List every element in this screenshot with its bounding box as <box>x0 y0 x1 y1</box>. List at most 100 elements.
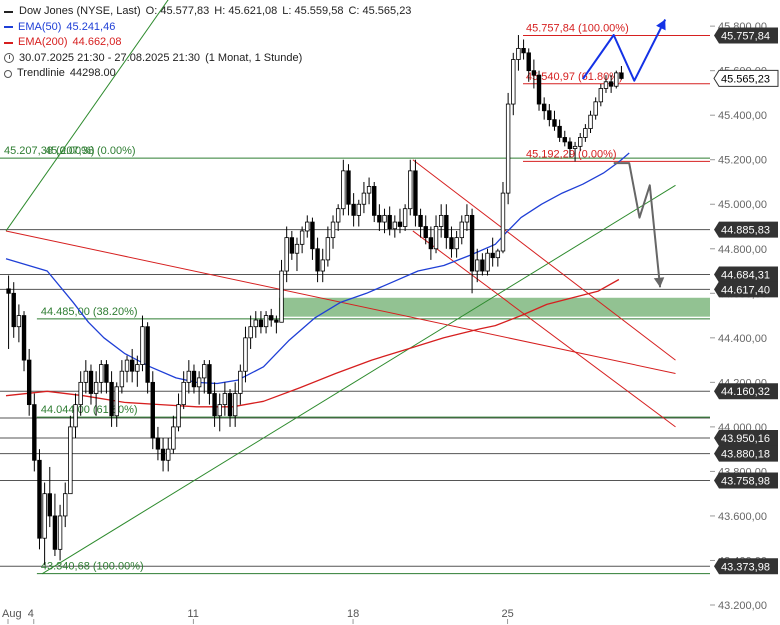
candle-body <box>42 493 47 539</box>
candle <box>464 204 470 231</box>
scenario-arrow-blue <box>581 19 667 82</box>
candle <box>263 311 269 334</box>
x-axis: Aug 4 11 18 25 <box>2 608 514 624</box>
candle <box>207 360 212 405</box>
fib-red-label: 45.540,97 (61.80%) <box>526 71 623 83</box>
candle-body <box>320 259 325 272</box>
candle-body <box>63 493 68 517</box>
price-tag: 45.565,23 <box>713 69 779 87</box>
candle-body <box>413 170 418 216</box>
candle-body <box>129 359 135 372</box>
candle-body <box>377 214 382 223</box>
price-tag: 43.950,16 <box>714 429 778 446</box>
candle <box>603 75 609 93</box>
price-tag-label: 43.758,98 <box>721 476 770 488</box>
candle-body <box>11 292 16 328</box>
price-tag: 44.684,31 <box>714 266 778 283</box>
candle-body <box>315 248 320 272</box>
candle <box>346 164 351 216</box>
candle <box>93 371 99 416</box>
candle <box>325 226 331 267</box>
candle-body <box>186 370 192 383</box>
candle <box>438 204 444 238</box>
candle <box>516 35 521 71</box>
price-tag: 43.373,98 <box>714 558 778 575</box>
ema50-swatch <box>4 26 13 29</box>
candle <box>166 438 171 472</box>
candle <box>588 110 593 133</box>
candle <box>423 215 428 245</box>
candle <box>232 382 238 427</box>
candle-body <box>402 208 408 227</box>
candle <box>248 315 253 349</box>
candle-body <box>202 364 207 379</box>
candle <box>202 360 207 394</box>
price-tags: 45.757,84 45.565,23 44.885,83 44.684,31 44.6… <box>713 27 779 575</box>
legend-title: Dow Jones (NYSE, Last) <box>19 5 141 17</box>
candle <box>500 181 506 254</box>
candle-body <box>511 59 516 105</box>
candle <box>330 215 336 249</box>
candle-body <box>289 237 295 254</box>
candle-body <box>207 364 212 394</box>
trendline-channel-top <box>412 159 676 361</box>
candle <box>160 438 166 472</box>
candle <box>315 237 320 283</box>
candle <box>140 315 145 372</box>
candle <box>32 393 37 472</box>
candle-body <box>490 252 495 259</box>
candle-body <box>485 252 490 272</box>
candle <box>526 48 531 82</box>
candle-body <box>155 437 161 450</box>
candle <box>413 159 418 227</box>
candle-body <box>57 515 63 550</box>
candle <box>320 248 325 283</box>
price-tag-box <box>714 558 778 575</box>
y-axis: 43.200,0043.400,0043.600,0043.800,0044.0… <box>710 21 767 612</box>
candle <box>155 426 161 461</box>
candle <box>299 226 305 254</box>
legend-period: 30.07.2025 21:30 - 27.08.2025 21:30 <box>19 51 201 64</box>
x-tick-label: 18 <box>347 608 359 620</box>
candle <box>129 348 135 383</box>
candle-body <box>26 359 32 406</box>
legend-trendline-value: 44298.00 <box>69 67 116 79</box>
trendline-icon <box>4 69 12 78</box>
candle-body <box>438 214 444 227</box>
candle <box>366 177 372 205</box>
candle <box>469 208 475 294</box>
candle-body <box>150 381 155 439</box>
candle-body <box>475 259 480 272</box>
candle-body <box>598 88 604 103</box>
y-tick-label: 44.800,00 <box>718 244 767 256</box>
price-tag-label: 44.617,40 <box>721 284 770 296</box>
candle-body <box>176 404 181 428</box>
candle-body <box>552 119 557 127</box>
price-tag-box <box>714 383 778 400</box>
price-tag-box <box>714 472 778 489</box>
candle-body <box>346 170 351 205</box>
trendline-support-rising <box>41 184 676 575</box>
candle <box>578 133 583 151</box>
candle-body <box>608 81 614 87</box>
candle-body <box>557 125 562 138</box>
candle <box>567 137 573 158</box>
candle <box>227 389 233 427</box>
candle <box>495 248 501 267</box>
candle-body <box>444 214 449 239</box>
candle-body <box>109 381 114 417</box>
y-tick-label: 45.400,00 <box>718 110 767 122</box>
candle <box>52 493 58 557</box>
price-tag-box <box>713 69 779 87</box>
candle <box>377 204 382 231</box>
candle-body <box>6 288 11 294</box>
candle <box>119 360 125 394</box>
price-tag-box <box>714 221 778 238</box>
candle-body <box>171 426 176 450</box>
candle <box>490 237 495 267</box>
candle-body <box>191 370 197 388</box>
candle <box>608 75 614 93</box>
candle-body <box>578 137 583 147</box>
candle <box>57 504 63 561</box>
